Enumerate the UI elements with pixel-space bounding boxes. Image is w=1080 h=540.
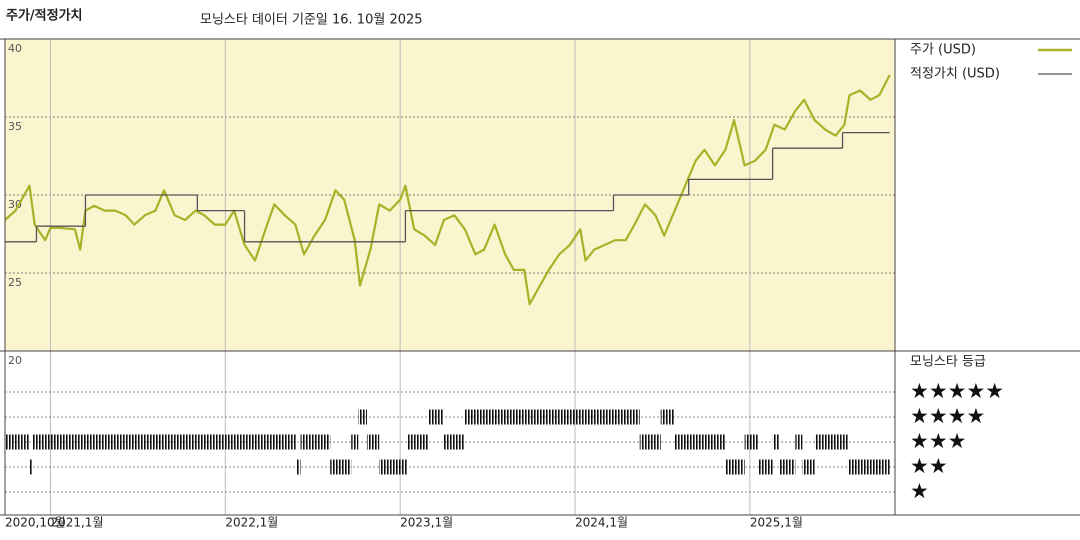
rating-bar [5, 434, 30, 450]
legend-label: 주가 (USD) [910, 43, 976, 58]
rating-bar [660, 409, 675, 425]
frame [0, 38, 1080, 516]
rating-bar [795, 434, 803, 450]
x-tick-label: 2021,1월 [50, 516, 103, 530]
rating-title: 모닝스타 등급 [910, 355, 986, 370]
rating-bar [847, 459, 890, 475]
rating-bar [779, 459, 796, 475]
x-tick-label: 2024,1월 [575, 516, 628, 530]
rating-bar [443, 434, 465, 450]
chart-subtitle: 모닝스타 데이터 기준일 16. 10월 2025 [200, 13, 423, 28]
rating-bar [639, 434, 661, 450]
rating-area [5, 391, 895, 493]
rating-bar [407, 434, 429, 450]
rating-bar [366, 434, 380, 450]
rating-bar [772, 434, 780, 450]
rating-legend-stars: ★★★★★ [910, 379, 1004, 403]
rating-legend-stars: ★★★★ [910, 404, 985, 428]
rating-bar [351, 434, 359, 450]
x-tick-label: 2022,1월 [225, 516, 278, 530]
y-tick-label: 30 [8, 198, 22, 211]
rating-bar [428, 409, 444, 425]
rating-bar [32, 434, 298, 450]
price-line [4, 74, 891, 306]
chart-title: 주가/적정가치 [6, 8, 83, 24]
x-tick-label: 2020,10월 [5, 516, 66, 530]
rating-bar [674, 434, 726, 450]
rating-bar [297, 459, 301, 475]
rating-legend-stars: ★★ [910, 454, 948, 478]
rating-bar [358, 409, 367, 425]
rating-legend-stars: ★ [910, 479, 929, 503]
rating-bar [758, 459, 773, 475]
rating-bar [29, 459, 33, 475]
rating-bar [379, 459, 408, 475]
rating-bar [814, 434, 848, 450]
rating-bar [300, 434, 331, 450]
rating-bar [744, 434, 759, 450]
rating-bar [802, 459, 815, 475]
y-tick-label: 35 [8, 120, 22, 133]
rating-legend-stars: ★★★ [910, 429, 966, 453]
y-tick-label: 25 [8, 276, 22, 289]
x-tick-label: 2025,1월 [750, 516, 803, 530]
y-tick-label: 20 [8, 354, 22, 367]
rating-bar [330, 459, 352, 475]
legend-label: 적정가치 (USD) [910, 67, 1000, 82]
x-tick-label: 2023,1월 [400, 516, 453, 530]
rating-bar [725, 459, 745, 475]
y-tick-label: 40 [8, 42, 22, 55]
marks [4, 74, 891, 306]
rating-bar [464, 409, 640, 425]
